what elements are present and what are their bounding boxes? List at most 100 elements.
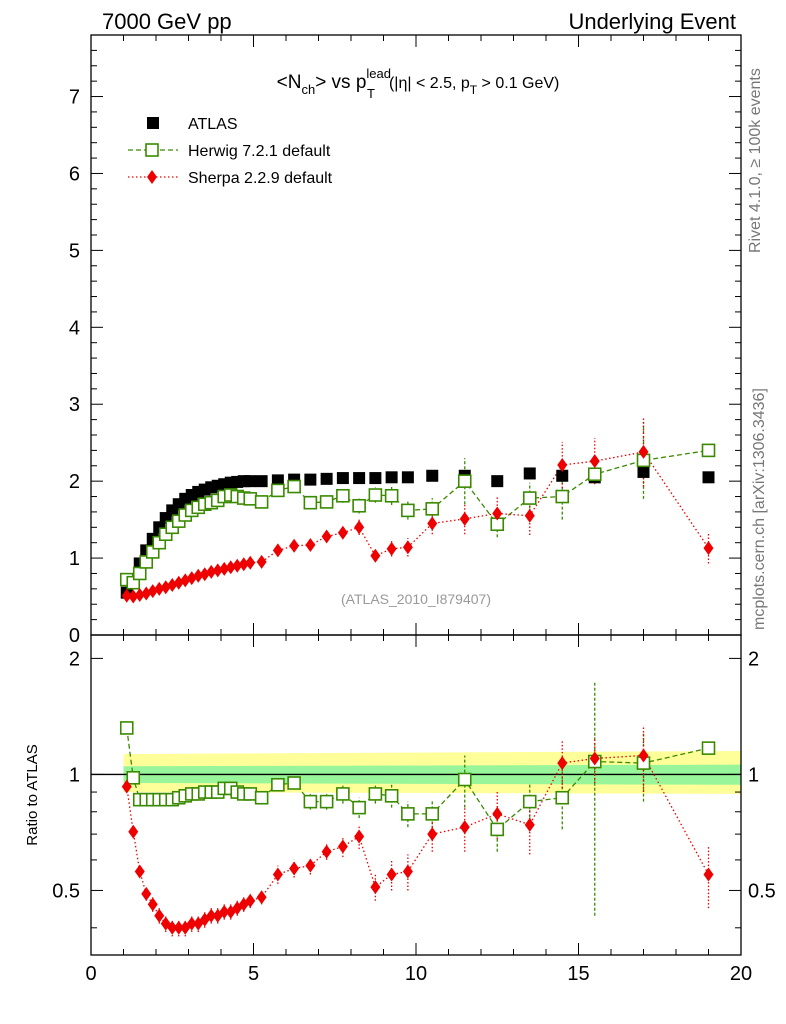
sherpa-ratio-point [402,864,413,879]
sherpa-ratio-point [206,908,217,923]
atlas-point [426,469,439,482]
herwig-point [352,498,366,513]
herwig-point [457,474,472,488]
ratio-y-label: Ratio to ATLAS [24,744,41,845]
sherpa-ratio-point [141,886,152,901]
herwig-ratio-point [319,794,334,809]
mcplots-label: mcplots.cern.ch [arXiv:1306.3436] [751,388,768,630]
main-y-tick-label: 1 [69,548,80,570]
herwig-ratio-point [555,790,570,805]
sherpa-point [212,563,223,578]
header-right: Underlying Event [568,9,736,34]
herwig-ratio-point [271,777,285,792]
legend-herwig-marker [145,143,159,157]
herwig-point [336,488,350,503]
sherpa-ratio-point [386,867,397,882]
sherpa-point [219,561,230,576]
herwig-point [287,479,301,494]
herwig-ratio-point [490,822,505,837]
sherpa-point [121,588,132,603]
analysis-watermark: (ATLAS_2010_I879407) [341,591,491,607]
sherpa-ratio-point [256,890,267,905]
ratio-y-tick-label: 2 [69,648,80,670]
sherpa-point [402,540,413,555]
sherpa-ratio-point [121,779,132,794]
sherpa-point [289,538,300,553]
sherpa-ratio-point [459,820,470,835]
rivet-label: Rivet 4.1.0, ≥ 100k events [747,68,764,253]
sherpa-point [206,564,217,579]
ratio-y-tick-label-right: 2 [748,648,759,670]
legend-sherpa-label: Sherpa 2.2.9 default [188,170,333,187]
atlas-point [401,471,414,484]
sherpa-ratio-point [703,867,714,882]
sherpa-ratio-point [492,806,503,821]
atlas-point [336,472,349,485]
sherpa-point [703,541,714,556]
x-tick-label: 10 [405,963,427,985]
herwig-ratio-point [303,794,318,809]
herwig-ratio-point [425,807,440,821]
ratio-series-layer [119,682,716,937]
sherpa-point [354,520,365,535]
atlas-point [369,472,382,485]
herwig-point [425,502,440,516]
herwig-ratio-point [457,772,472,787]
sherpa-ratio-point [147,897,158,912]
atlas-point [637,465,650,478]
sherpa-ratio-point [305,858,316,873]
legend-herwig-label: Herwig 7.2.1 default [188,143,331,160]
legend: ATLAS Herwig 7.2.1 default Sherpa 2.2.9 … [128,116,333,187]
sherpa-ratio-point [154,908,165,923]
sherpa-point [370,548,381,563]
atlas-point [385,471,398,484]
sherpa-ratio-point [245,893,256,908]
herwig-point [271,483,285,498]
sherpa-ratio-point [524,817,535,832]
sherpa-ratio-point [638,748,649,763]
sherpa-point [557,458,568,472]
main-panel: 0 1 2 3 4 5 6 7 [69,34,742,647]
x-tick-label: 0 [85,963,96,985]
atlas-point [304,473,317,486]
atlas-point [556,469,569,482]
sherpa-ratio-point [289,861,300,876]
sherpa-ratio-point [219,904,230,919]
herwig-point [132,566,147,581]
sherpa-point [225,560,236,575]
sherpa-ratio-point [186,916,197,931]
sherpa-point [337,525,348,540]
sherpa-point [638,444,649,459]
ratio-y-tick-label: 0.5 [52,880,80,902]
sherpa-point [238,557,249,572]
sherpa-point [134,588,145,602]
sherpa-ratio-point [128,824,139,839]
sherpa-point [589,454,600,469]
sherpa-ratio-point [589,751,600,766]
sherpa-ratio-point [427,827,438,842]
sherpa-point [245,555,256,570]
herwig-ratio-point [368,787,383,801]
herwig-point [319,495,334,509]
sherpa-point [524,508,535,523]
sherpa-ratio-point [337,839,348,854]
x-tick-label: 20 [730,963,752,985]
herwig-ratio-point [352,800,366,815]
herwig-ratio-point [254,790,269,805]
atlas-point [491,475,504,488]
herwig-ratio-point [384,789,399,803]
sherpa-point [232,558,243,573]
sherpa-ratio-point [557,756,568,771]
herwig-point [555,489,570,504]
main-y-tick-label: 7 [69,87,80,109]
sherpa-ratio-point [354,829,365,844]
ratio-axes: 0 5 10 15 20 0.5 0.5 1 1 2 2 [52,634,776,985]
x-tick-label: 5 [248,963,259,985]
sherpa-point [386,541,397,556]
sherpa-point [256,554,267,569]
sherpa-ratio-point [167,920,178,935]
header-left: 7000 GeV pp [102,9,232,34]
herwig-point [522,491,537,505]
main-y-tick-label: 5 [69,240,80,262]
atlas-point [271,474,284,487]
